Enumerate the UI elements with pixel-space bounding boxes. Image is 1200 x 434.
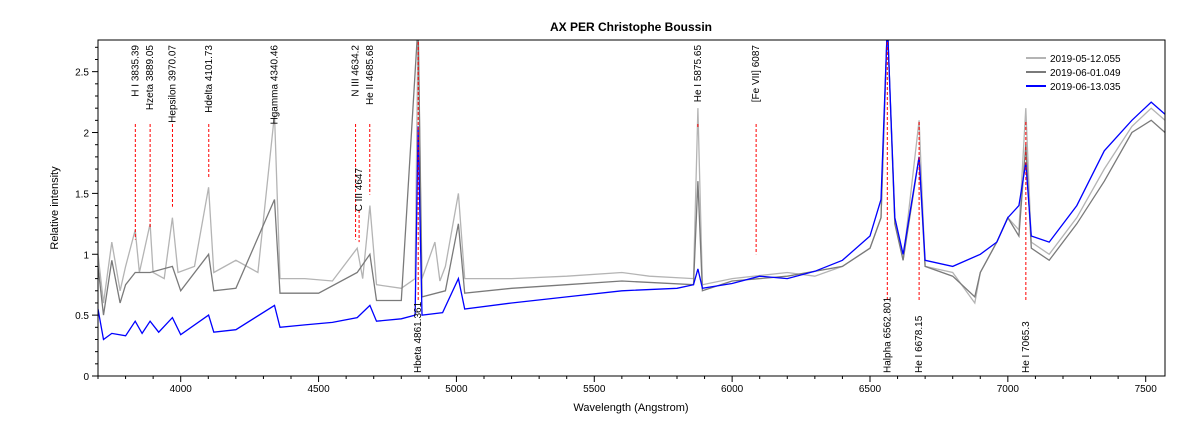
marker-label-6: N III 4634.2 xyxy=(351,45,362,97)
x-axis-label: Wavelength (Angstrom) xyxy=(573,402,688,414)
y-tick-label-3: 1 xyxy=(83,250,89,261)
x-tick-label-7: 7000 xyxy=(997,384,1020,395)
marker-label-11: Hbeta 4861.361 xyxy=(413,301,424,373)
x-tick-label-5: 6000 xyxy=(721,384,744,395)
y-tick-label-2: 0.5 xyxy=(75,311,89,322)
x-tick-label-2: 4500 xyxy=(307,384,330,395)
marker-label-3: Hepsilon 3970.07 xyxy=(167,45,178,123)
y-tick-label-4: 1.5 xyxy=(75,189,89,200)
marker-label-10: [Fe VII] 6087 xyxy=(751,45,762,103)
legend-label-1: 2019-05-12.055 xyxy=(1050,54,1121,65)
x-tick-label-3: 5000 xyxy=(445,384,468,395)
legend-label-2: 2019-06-01.049 xyxy=(1050,68,1121,79)
marker-label-1: H I 3835.39 xyxy=(130,45,141,97)
x-tick-label-6: 6500 xyxy=(859,384,882,395)
marker-label-5: Hgamma 4340.46 xyxy=(270,45,281,125)
marker-label-7: He II 4685.68 xyxy=(365,45,376,105)
y-tick-label-1: 0 xyxy=(83,372,89,383)
y-axis-label: Relative intensity xyxy=(49,166,61,250)
chart-title: AX PER Christophe Boussin xyxy=(550,20,712,34)
marker-label-2: Hzeta 3889.05 xyxy=(145,45,156,110)
y-tick-label-5: 2 xyxy=(83,129,89,140)
marker-label-8: C III 4647 xyxy=(354,168,365,212)
x-tick-label-8: 7500 xyxy=(1135,384,1158,395)
marker-label-14: He I 7065.3 xyxy=(1021,321,1032,373)
y-tick-label-6: 2.5 xyxy=(75,68,89,79)
x-tick-label-4: 5500 xyxy=(583,384,606,395)
legend-label-3: 2019-06-13.035 xyxy=(1050,82,1121,93)
series-line-2 xyxy=(98,40,1165,316)
marker-label-9: He I 5875.65 xyxy=(693,45,704,103)
plot-frame xyxy=(97,39,1166,377)
marker-label-12: Halpha 6562.801 xyxy=(882,296,893,373)
series-line-1 xyxy=(98,40,1165,305)
marker-label-4: Hdelta 4101.73 xyxy=(204,45,215,113)
x-tick-label-1: 4000 xyxy=(170,384,193,395)
marker-label-13: He I 6678.15 xyxy=(914,315,925,373)
series-line-3 xyxy=(98,40,1165,341)
